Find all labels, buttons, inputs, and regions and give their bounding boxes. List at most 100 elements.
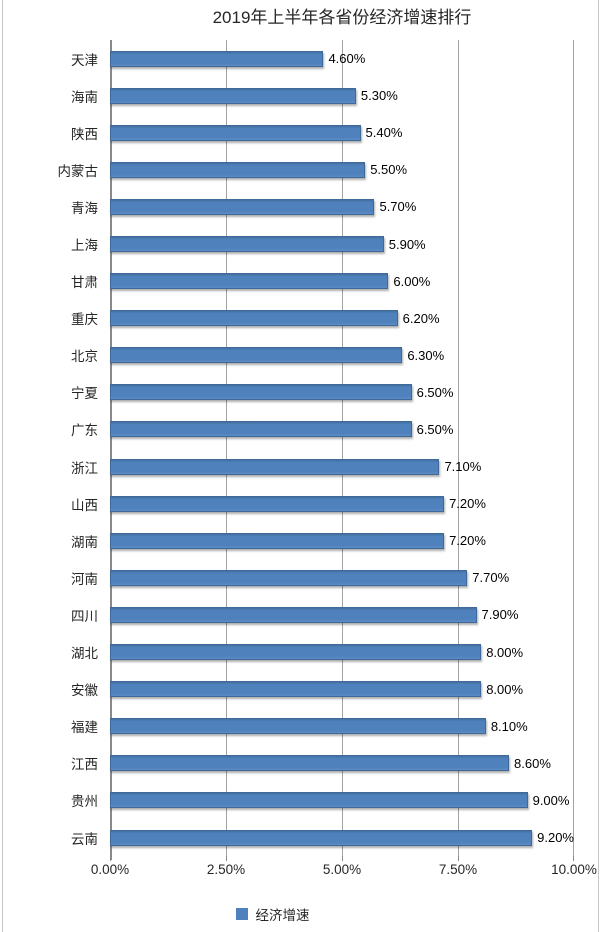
value-label: 8.00%	[486, 644, 524, 660]
category-label: 山西	[71, 497, 98, 513]
value-label: 8.00%	[486, 681, 524, 697]
bar-row: 北京 6.30%	[71, 337, 574, 374]
value-label: 8.60%	[514, 755, 551, 771]
axis-tick	[342, 856, 343, 861]
bar	[110, 755, 510, 772]
category-label: 天津	[71, 52, 98, 68]
bar	[110, 532, 445, 549]
bar-row: 海南 5.30%	[71, 77, 574, 114]
bar	[110, 87, 356, 104]
x-axis-tick-label: 0.00%	[90, 862, 130, 877]
bar	[110, 606, 477, 623]
value-label: 7.20%	[449, 496, 486, 512]
value-label: 7.70%	[472, 570, 510, 586]
category-axis-line	[110, 40, 112, 860]
bar	[110, 681, 482, 698]
gridline	[458, 40, 459, 856]
value-label: 6.50%	[416, 421, 454, 437]
value-label: 6.20%	[402, 310, 440, 326]
bar-row: 陕西 5.40%	[71, 114, 574, 151]
category-label: 江西	[71, 757, 98, 773]
bar	[110, 829, 533, 846]
bar-row: 甘肃 6.00%	[71, 263, 574, 300]
category-label: 上海	[71, 238, 98, 254]
gridline	[342, 40, 343, 856]
bar	[110, 458, 440, 475]
bar-row: 重庆 6.20%	[71, 300, 574, 337]
bar	[110, 569, 468, 586]
category-label: 甘肃	[71, 275, 98, 291]
bar-row: 上海 5.90%	[71, 225, 574, 262]
bar	[110, 236, 384, 253]
chart-title: 2019年上半年各省份经济增速排行	[212, 8, 472, 27]
bar	[110, 495, 445, 512]
value-label: 8.10%	[490, 718, 528, 734]
category-label: 海南	[71, 89, 98, 105]
bar-row: 湖南 7.20%	[71, 522, 574, 559]
category-label: 安徽	[71, 683, 98, 699]
bar-rows: 天津 4.60% 海南 5.30% 陕西 5.40% 内蒙古 5.50% 青海 …	[58, 40, 574, 856]
gridline	[226, 40, 227, 856]
value-label: 4.60%	[328, 51, 366, 67]
gridline	[573, 40, 574, 856]
category-label: 广东	[71, 423, 98, 439]
category-label: 青海	[71, 200, 98, 216]
value-label: 5.40%	[365, 125, 403, 141]
bar	[110, 644, 482, 661]
legend: 经济增速	[0, 904, 545, 924]
axis-tick	[573, 856, 574, 861]
bar-row: 浙江 7.10%	[71, 448, 574, 485]
bar-row: 宁夏 6.50%	[71, 374, 574, 411]
category-label: 湖北	[71, 646, 98, 662]
category-label: 陕西	[71, 126, 98, 142]
bar-row: 安徽 8.00%	[71, 671, 574, 708]
bar-row: 云南 9.20%	[71, 819, 574, 856]
bar-row: 青海 5.70%	[71, 188, 574, 225]
x-axis-tick-label: 2.50%	[206, 862, 246, 877]
legend-marker-icon	[235, 908, 248, 920]
category-label: 河南	[71, 571, 98, 587]
bar-row: 福建 8.10%	[71, 708, 574, 745]
chart-frame-right-border	[598, 0, 599, 932]
category-label: 四川	[71, 608, 98, 624]
bar	[110, 50, 324, 67]
axis-tick	[458, 856, 459, 861]
chart-frame-left-border	[2, 0, 3, 932]
bar	[110, 347, 403, 364]
category-label: 福建	[71, 720, 98, 736]
bar-row: 山西 7.20%	[71, 485, 574, 522]
category-label: 云南	[71, 831, 98, 847]
bar	[110, 273, 389, 290]
category-label: 重庆	[71, 312, 98, 328]
bar	[110, 384, 412, 401]
value-label: 7.90%	[481, 607, 519, 623]
category-label: 北京	[71, 349, 98, 365]
bar	[110, 718, 486, 735]
value-label: 5.30%	[360, 88, 398, 104]
bar-row: 四川 7.90%	[71, 596, 574, 633]
bar	[110, 198, 375, 215]
bar	[110, 161, 366, 178]
value-label: 7.10%	[444, 459, 482, 475]
bar-row: 天津 4.60%	[71, 40, 574, 77]
category-label: 宁夏	[71, 386, 98, 402]
value-label: 5.90%	[388, 236, 426, 252]
bar	[110, 124, 361, 141]
bar-row: 河南 7.70%	[71, 559, 574, 596]
bar-row: 江西 8.60%	[71, 745, 574, 782]
bar	[110, 310, 398, 327]
axis-tick	[226, 856, 227, 861]
bar-row: 广东 6.50%	[71, 411, 574, 448]
value-label: 5.50%	[370, 162, 408, 178]
category-label: 贵州	[71, 794, 98, 810]
bar	[110, 421, 412, 438]
value-label: 7.20%	[449, 533, 486, 549]
value-label: 9.20%	[537, 830, 574, 846]
value-label: 6.30%	[407, 347, 445, 363]
value-label: 6.00%	[393, 273, 431, 289]
x-axis-tick-label: 10.00%	[551, 862, 597, 877]
value-label: 5.70%	[379, 199, 417, 215]
category-label: 湖南	[71, 534, 98, 550]
bar-row: 内蒙古 5.50%	[58, 151, 574, 188]
value-label: 6.50%	[416, 384, 454, 400]
